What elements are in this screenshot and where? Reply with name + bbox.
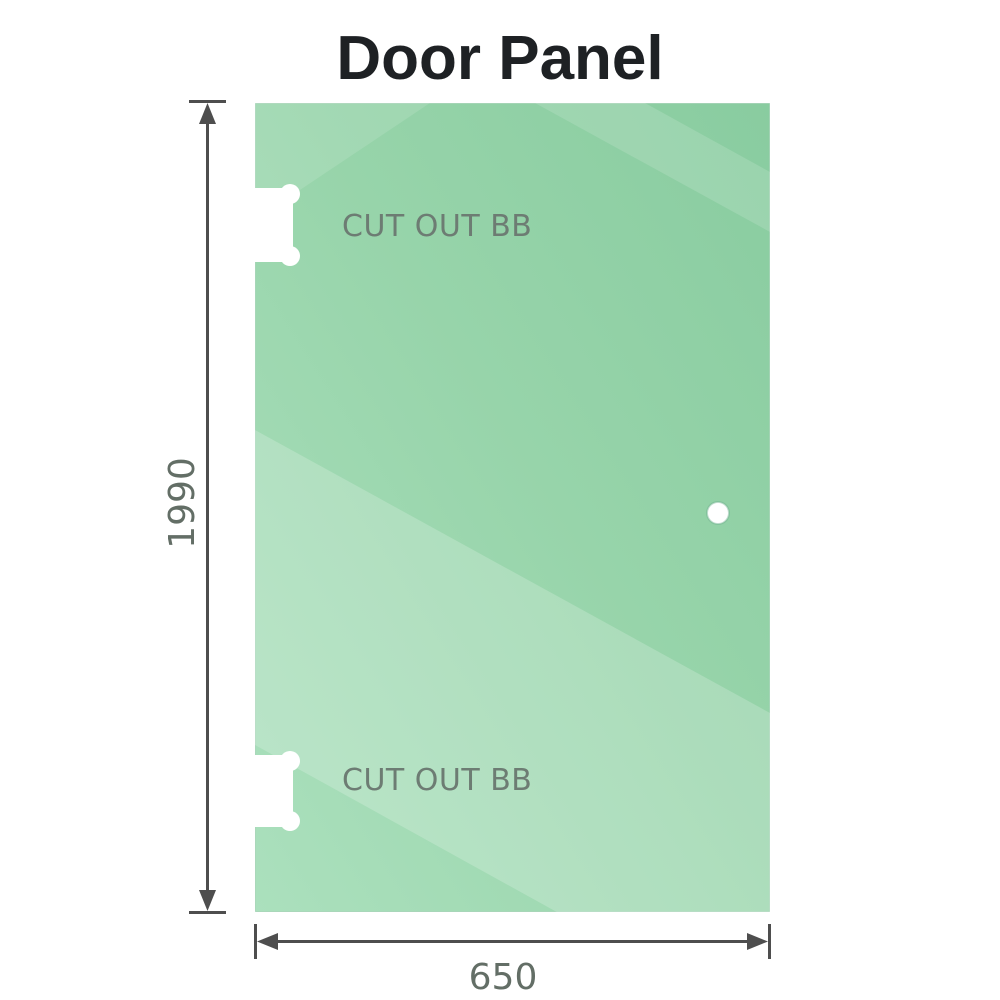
cutout-label-bottom: CUT OUT BB bbox=[342, 763, 532, 798]
height-dimension: 1990 bbox=[162, 100, 226, 914]
height-dimension-arrow-up bbox=[199, 103, 216, 124]
handle-hole bbox=[706, 501, 730, 525]
cutout-label-top: CUT OUT BB bbox=[342, 209, 532, 244]
glass-panel bbox=[255, 103, 770, 912]
hinge-cutout-bottom bbox=[246, 751, 300, 831]
reflection-band-narrow bbox=[535, 103, 770, 232]
hinge-cutout-bottom-lobe-lower bbox=[280, 811, 300, 831]
width-dimension-arrow-right bbox=[747, 933, 768, 950]
page-title: Door Panel bbox=[336, 24, 664, 93]
hinge-cutout-top bbox=[246, 184, 300, 266]
width-dimension-value: 650 bbox=[469, 957, 538, 998]
width-dimension: 650 bbox=[254, 924, 771, 998]
height-dimension-arrow-down bbox=[199, 890, 216, 911]
hinge-cutout-bottom-lobe-upper bbox=[280, 751, 300, 771]
hinge-cutout-top-lobe-upper bbox=[280, 184, 300, 204]
width-dimension-arrow-left bbox=[257, 933, 278, 950]
hinge-cutout-top-lobe-lower bbox=[280, 246, 300, 266]
height-dimension-value: 1990 bbox=[162, 457, 203, 549]
glass-panel-surface bbox=[255, 103, 770, 912]
reflection-band-wide bbox=[255, 430, 770, 912]
